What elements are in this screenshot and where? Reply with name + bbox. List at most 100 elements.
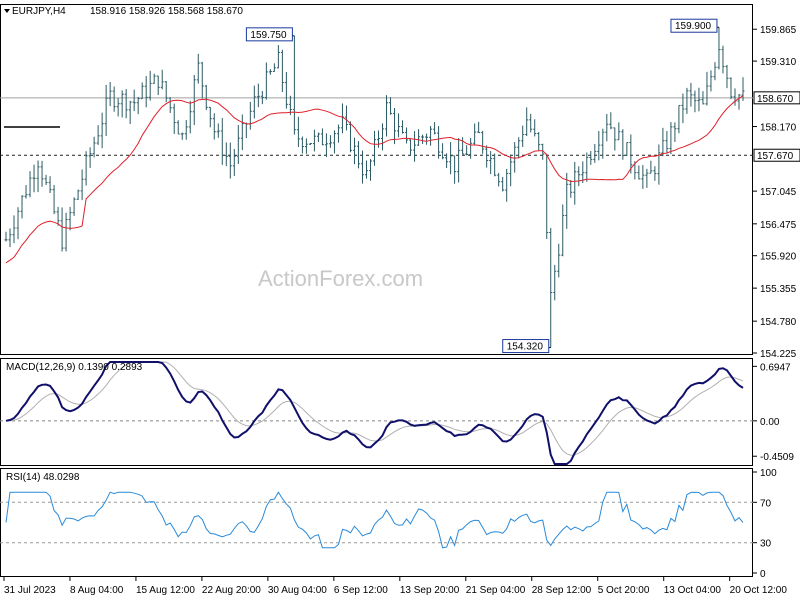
ohlc-bar: [497, 173, 501, 187]
ohlc-bar: [276, 45, 280, 69]
ohlc-bar: [192, 74, 196, 126]
ohlc-bar: [352, 137, 356, 165]
ohlc-header: 158.916 158.926 158.568 158.670: [90, 6, 243, 17]
ohlc-bar: [28, 171, 32, 198]
ohlc-bar: [80, 169, 84, 201]
annotation-label: 159.750: [250, 30, 287, 41]
ohlc-bar: [705, 71, 709, 106]
ohlc-bar: [721, 45, 725, 74]
macd-tick-label: 0.00: [760, 417, 780, 428]
macd-panel: MACD(12,26,9) 0.1390 0.2893: [0, 361, 753, 465]
ohlc-bar: [120, 90, 124, 118]
ohlc-bar: [280, 49, 284, 92]
x-tick-label: 30 Aug 04:00: [268, 585, 327, 596]
ohlc-bar: [417, 129, 421, 146]
ohlc-bar: [681, 93, 685, 124]
ohlc-bar: [445, 153, 449, 168]
y-tick-label: 155.355: [760, 284, 797, 295]
ohlc-bar: [513, 142, 517, 173]
ohlc-bar: [360, 150, 364, 184]
price-annotation: 159.900: [670, 18, 719, 33]
x-tick-label: 6 Sep 12:00: [334, 585, 388, 596]
ohlc-bar: [393, 107, 397, 145]
y-tick-label: 159.865: [760, 25, 797, 36]
ohlc-bar: [144, 76, 148, 108]
ohlc-bar: [356, 141, 360, 169]
dropdown-triangle-icon: [4, 9, 10, 13]
ohlc-bar: [8, 228, 12, 248]
ohlc-bar: [168, 97, 172, 113]
ohlc-bar: [729, 77, 733, 100]
panel-frame: [0, 4, 753, 355]
ohlc-bar: [413, 131, 417, 162]
ohlc-bar: [577, 166, 581, 187]
ohlc-bar: [493, 153, 497, 177]
ohlc-bar: [200, 61, 204, 99]
ohlc-bar: [296, 116, 300, 148]
ohlc-bar: [397, 113, 401, 138]
ohlc-bar: [24, 185, 28, 199]
ohlc-bar: [473, 123, 477, 146]
ohlc-bar: [344, 105, 348, 131]
ohlc-bar: [641, 165, 645, 189]
y-tick-label: 159.310: [760, 57, 797, 68]
ohlc-bar: [449, 142, 453, 175]
ohlc-bar: [669, 121, 673, 155]
ohlc-bar: [4, 231, 8, 242]
macd-signal-line: [5, 361, 744, 456]
annotation-box: [502, 339, 550, 354]
ohlc-bar: [128, 100, 132, 125]
macd-line: [5, 361, 744, 465]
ohlc-bar: [332, 130, 336, 154]
ohlc-bar: [52, 184, 56, 215]
ohlc-bar: [465, 145, 469, 156]
ohlc-bar: [553, 264, 557, 301]
ohlc-bar: [72, 197, 76, 216]
ohlc-bar: [36, 160, 40, 193]
ohlc-bar: [373, 130, 376, 166]
x-tick-label: 13 Oct 04:00: [664, 585, 722, 596]
ohlc-bar: [505, 168, 509, 202]
ohlc-bar: [609, 112, 613, 130]
ohlc-bar: [541, 143, 545, 160]
ohlc-bar: [489, 151, 493, 175]
ohlc-bar: [148, 70, 152, 101]
ohlc-bar: [44, 174, 48, 186]
ohlc-bar: [621, 129, 625, 160]
price-tag-box: [753, 91, 800, 105]
ohlc-bar: [240, 114, 244, 151]
ohlc-bar: [461, 137, 465, 155]
ohlc-bar: [164, 81, 168, 103]
ohlc-bar: [232, 149, 236, 176]
ohlc-bar: [601, 128, 605, 159]
ohlc-bar: [613, 127, 617, 151]
ohlc-bar: [308, 143, 312, 146]
ohlc-bar: [593, 143, 597, 163]
ohlc-bar: [677, 104, 681, 134]
y-tick-label: 154.225: [760, 349, 797, 360]
ohlc-bar: [304, 138, 308, 154]
watermark: ActionForex.com: [258, 266, 423, 291]
ohlc-bar: [485, 145, 489, 168]
ohlc-bar: [100, 112, 104, 149]
ohlc-bar: [156, 75, 160, 95]
ohlc-bar: [264, 62, 268, 100]
rsi-line: [5, 491, 744, 549]
price-tag-label: 157.670: [757, 151, 794, 162]
ohlc-bar: [405, 127, 409, 144]
annotation-box: [670, 18, 718, 33]
ohlc-bar: [437, 126, 441, 159]
x-tick-label: 15 Aug 12:00: [136, 585, 195, 596]
annotation-box: [245, 27, 293, 42]
ohlc-bar: [381, 123, 385, 151]
ohlc-bar: [112, 86, 116, 112]
ohlc-bar: [224, 142, 228, 167]
ohlc-bar: [453, 155, 457, 184]
ohlc-bar: [196, 53, 200, 84]
ohlc-bar: [741, 77, 745, 101]
ohlc-bar: [737, 94, 741, 110]
ohlc-bar: [336, 124, 340, 143]
ohlc-bar: [20, 195, 24, 219]
ohlc-bar: [585, 152, 589, 182]
